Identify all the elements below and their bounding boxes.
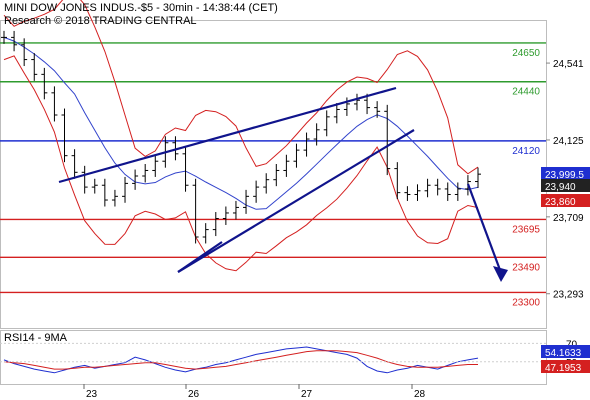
rsi-tag-label: 54.1633 bbox=[545, 348, 582, 359]
level-label: 23490 bbox=[512, 262, 540, 273]
rsi-line bbox=[3, 346, 479, 374]
level-label: 24650 bbox=[512, 48, 540, 59]
x-tick-label: 28 bbox=[414, 389, 426, 400]
rsi-panel: 7050 54.1633 47.1953 RSI14 - 9MA bbox=[0, 330, 590, 385]
y-tick-label: 24,541 bbox=[553, 59, 584, 70]
price-tag-label: 23,940 bbox=[545, 182, 576, 193]
lower-trendline bbox=[177, 129, 415, 273]
x-tick-label: 23 bbox=[86, 389, 98, 400]
upper-band-line bbox=[3, 0, 479, 175]
y-axis-ticks: 24,541 24,125 23,709 23,293 bbox=[546, 59, 584, 301]
lower-band-line bbox=[3, 55, 479, 272]
rsi-tag-bg bbox=[541, 345, 590, 358]
trendlines bbox=[58, 86, 508, 282]
rsi-lines bbox=[3, 346, 479, 374]
lower-trendline-ext bbox=[177, 241, 223, 273]
price-tag-bg bbox=[541, 179, 590, 192]
price-tag-bg bbox=[541, 194, 590, 207]
level-label: 23300 bbox=[512, 297, 540, 308]
bollinger-bands bbox=[3, 0, 479, 272]
candles bbox=[1, 30, 481, 244]
price-tag-label: 23,999.5 bbox=[545, 170, 584, 181]
y-tick-label: 24,125 bbox=[553, 136, 584, 147]
x-tick-label: 27 bbox=[301, 389, 313, 400]
level-label: 24120 bbox=[512, 146, 540, 157]
level-label: 23695 bbox=[512, 224, 540, 235]
price-tag-label: 23,860 bbox=[545, 197, 576, 208]
moving-average-line bbox=[3, 36, 479, 210]
x-tick-label: 26 bbox=[188, 389, 200, 400]
upper-trendline bbox=[58, 86, 397, 184]
x-axis-ticks: 23 26 27 28 bbox=[83, 384, 426, 400]
rsi-tick-label: 70 bbox=[566, 339, 578, 350]
rsi-title: RSI14 - 9MA bbox=[4, 332, 68, 344]
copyright-text: Research © 2018 TRADING CENTRAL bbox=[4, 15, 197, 27]
y-tick-label: 23,293 bbox=[553, 290, 584, 301]
rsi-tag-bg bbox=[541, 360, 590, 373]
level-label: 24440 bbox=[512, 87, 540, 98]
chart-title: MINI DOW JONES INDUS.-$5 - 30min - 14:38… bbox=[4, 2, 278, 14]
y-tick-label: 23,709 bbox=[553, 213, 584, 224]
price-tag-bg bbox=[541, 167, 590, 180]
projection-arrow bbox=[466, 183, 502, 271]
rsi-y-ticks: 7050 bbox=[0, 339, 578, 369]
rsi-tag-label: 47.1953 bbox=[545, 363, 582, 374]
price-tags: 23,999.523,940 23,860 bbox=[541, 167, 590, 208]
rsi-tags: 54.1633 47.1953 bbox=[541, 345, 590, 374]
rsi-ma-line bbox=[3, 350, 478, 370]
projection-arrowhead bbox=[493, 266, 508, 282]
